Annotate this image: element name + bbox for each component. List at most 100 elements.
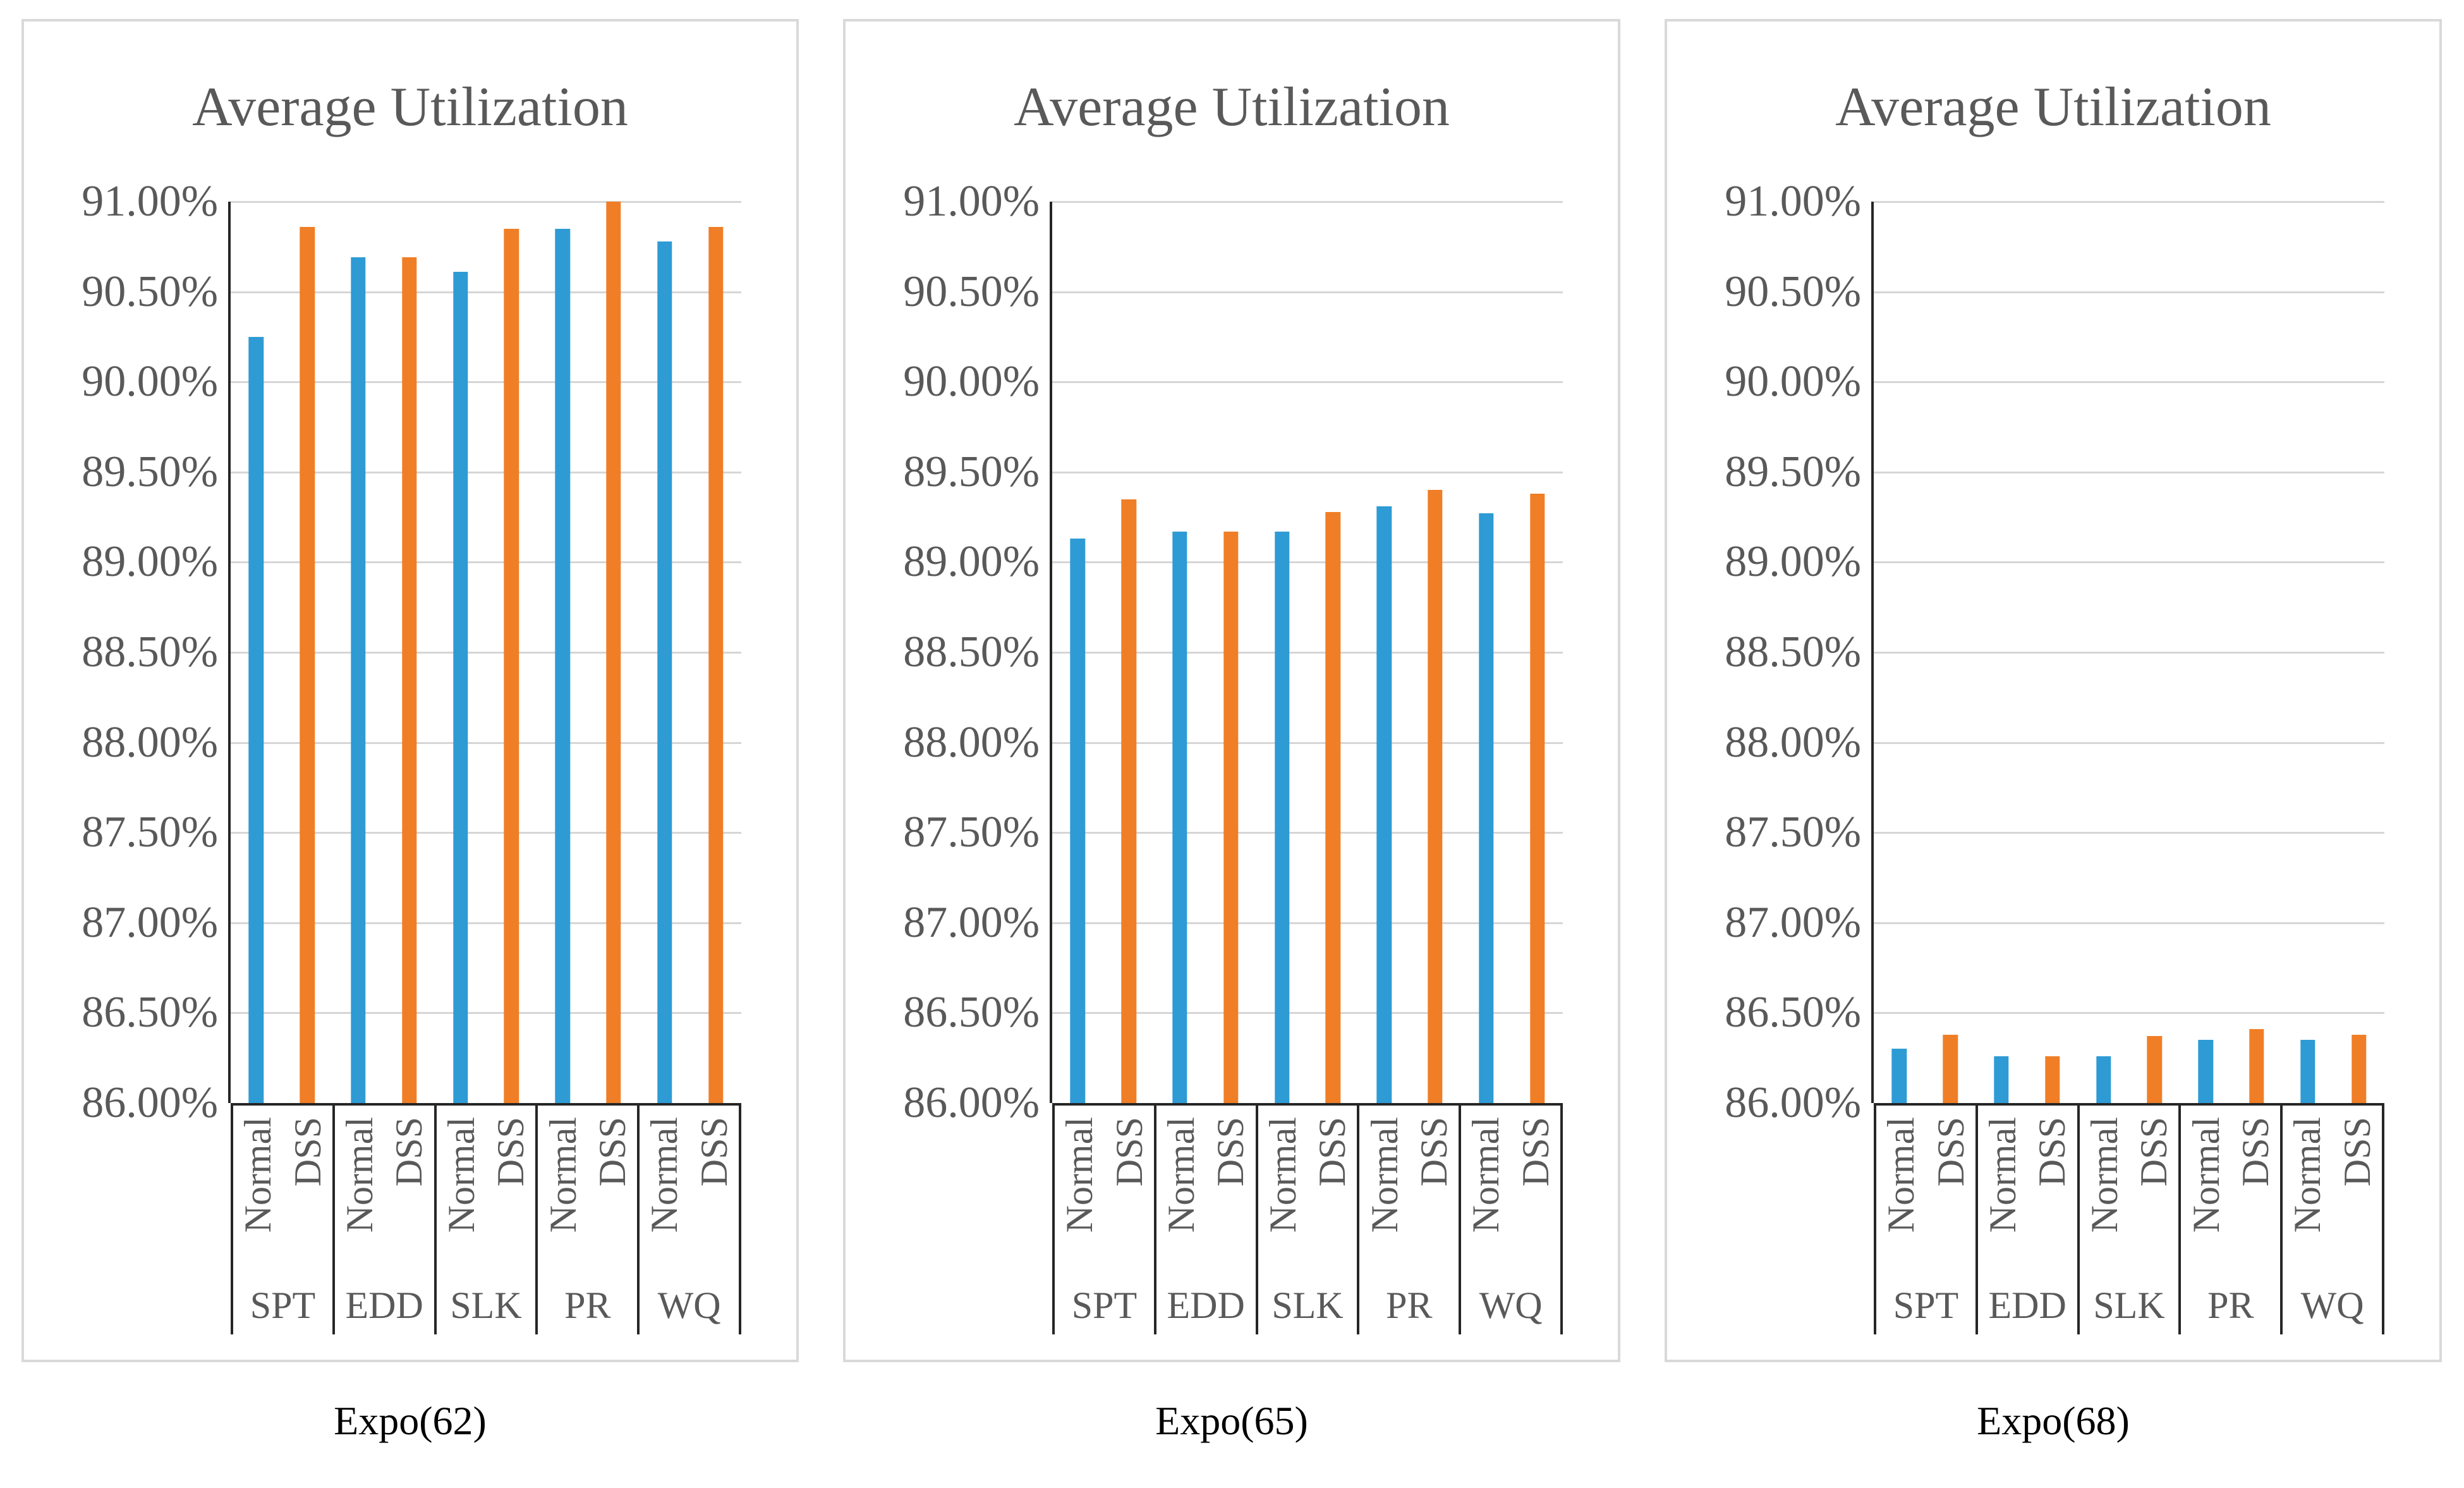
gridline <box>1052 832 1563 834</box>
chart-caption: Expo(65) <box>1155 1398 1308 1443</box>
y-axis: 91.00% 90.50% 90.00% 89.50% 89.00% 88.50% 88.0… <box>846 180 1040 1125</box>
category-label: EDD <box>1167 1284 1245 1326</box>
series-label-row: Normal DSS <box>1055 1106 1154 1271</box>
series-label-slot: DSS <box>1409 1106 1459 1271</box>
y-tick-label: 86.00% <box>1725 1078 1861 1127</box>
series-label-slot: DSS <box>1206 1106 1255 1271</box>
gridline <box>1874 381 2384 384</box>
y-tick-label: 91.00% <box>903 177 1040 226</box>
gridline <box>1874 832 2384 834</box>
bar-slot <box>1205 202 1256 1103</box>
bar-dss-edd <box>402 257 417 1103</box>
y-tick-label: 86.50% <box>903 988 1040 1037</box>
chart-caption: Expo(68) <box>1977 1398 2130 1443</box>
y-axis: 91.00% 90.50% 90.00% 89.50% 89.00% 88.50% 88.0… <box>24 180 218 1125</box>
bar-slot <box>2129 202 2180 1103</box>
gridline <box>231 832 741 834</box>
series-label-slot: DSS <box>2231 1106 2280 1271</box>
y-axis: 91.00% 90.50% 90.00% 89.50% 89.00% 88.50% 88.0… <box>1667 180 1861 1125</box>
series-label-slot: DSS <box>2129 1106 2178 1271</box>
bar-slot <box>384 202 435 1103</box>
gridline <box>231 561 741 564</box>
bar-dss-slk <box>504 228 519 1103</box>
x-axis: Normal DSS SPT Normal DSS EDD Normal DSS SLK Norm… <box>1052 1103 1563 1334</box>
gridline <box>1874 291 2384 293</box>
series-label-slot: Normal <box>1258 1106 1308 1271</box>
y-tick-label: 90.00% <box>903 357 1040 406</box>
x-axis: Normal DSS SPT Normal DSS EDD Normal DSS SLK Norm… <box>1874 1103 2384 1334</box>
chart-panel: Average Utilization 91.00% 90.50% 90.00% 89… <box>21 19 799 1362</box>
category-label: WQ <box>2300 1284 2364 1326</box>
y-tick-label: 90.50% <box>1725 267 1861 316</box>
bar-slot <box>2180 202 2231 1103</box>
bar-slot <box>2027 202 2078 1103</box>
series-label-rotated: DSS <box>388 1117 430 1187</box>
series-label-row: Normal DSS <box>233 1106 332 1271</box>
gridline <box>1052 741 1563 744</box>
bar-group-slk <box>2078 202 2180 1103</box>
chart-title: Average Utilization <box>1014 76 1450 138</box>
bar-slot <box>537 202 588 1103</box>
y-tick-label: 89.50% <box>1725 447 1861 496</box>
series-label-slot: Normal <box>1359 1106 1409 1271</box>
x-group-spt: Normal DSS SPT <box>1052 1106 1154 1334</box>
y-axis-line <box>1871 202 1874 1103</box>
series-label-slot: Normal <box>335 1106 384 1271</box>
gridline <box>1052 922 1563 924</box>
series-label-rotated: DSS <box>1311 1117 1354 1187</box>
bar-slot <box>435 202 486 1103</box>
series-label-row: Normal DSS <box>1978 1106 2077 1271</box>
chart-block-3: Average Utilization 91.00% 90.50% 90.00% 89… <box>1665 19 2442 1488</box>
gridline <box>1052 381 1563 384</box>
x-group-slk: Normal DSS SLK <box>2077 1106 2179 1334</box>
bar-slot <box>2078 202 2129 1103</box>
bar-slot <box>1874 202 1925 1103</box>
bar-slot <box>1359 202 1410 1103</box>
series-label-slot: Normal <box>1055 1106 1104 1271</box>
bar-normal-edd <box>1172 531 1187 1103</box>
chart-caption: Expo(62) <box>334 1398 487 1443</box>
bar-normal-spt <box>1070 539 1086 1103</box>
series-label-slot: Normal <box>2283 1106 2332 1271</box>
y-tick-label: 88.00% <box>82 717 218 767</box>
bar-dss-pr <box>606 202 621 1103</box>
bar-group-edd <box>1155 202 1257 1103</box>
gridline <box>231 381 741 384</box>
series-label-slot: Normal <box>2181 1106 2230 1271</box>
bar-group-wq <box>639 202 741 1103</box>
gridline <box>1874 471 2384 473</box>
bar-normal-wq <box>1479 513 1494 1103</box>
category-label: PR <box>1386 1284 1433 1326</box>
series-label-slot: DSS <box>1511 1106 1560 1271</box>
bar-dss-wq <box>2351 1034 2367 1103</box>
series-label-slot: Normal <box>538 1106 587 1271</box>
series-label-row: Normal DSS <box>1156 1106 1256 1271</box>
series-label-row: Normal DSS <box>335 1106 434 1271</box>
series-label-row: Normal DSS <box>1258 1106 1357 1271</box>
gridline <box>1874 652 2384 654</box>
series-label-slot: Normal <box>1978 1106 2027 1271</box>
y-tick-label: 86.00% <box>903 1078 1040 1127</box>
category-label: PR <box>2207 1284 2254 1326</box>
x-group-edd: Normal DSS EDD <box>1975 1106 2077 1334</box>
bar-dss-slk <box>1325 511 1341 1103</box>
bar-slot <box>1925 202 1976 1103</box>
bar-slot <box>2282 202 2333 1103</box>
series-label-slot: DSS <box>2333 1106 2382 1271</box>
bar-group-edd <box>333 202 435 1103</box>
bar-slot <box>1052 202 1103 1103</box>
series-label-row: Normal DSS <box>2080 1106 2179 1271</box>
bar-dss-spt <box>300 226 315 1103</box>
y-axis-line <box>1050 202 1052 1103</box>
x-group-pr: Normal DSS PR <box>535 1106 637 1334</box>
series-label-slot: DSS <box>282 1106 332 1271</box>
bar-dss-spt <box>1121 499 1136 1103</box>
y-tick-label: 89.00% <box>1725 537 1861 587</box>
chart-block-1: Average Utilization 91.00% 90.50% 90.00% 89… <box>21 19 799 1488</box>
series-label-rotated: DSS <box>1108 1117 1150 1187</box>
bar-dss-edd <box>2045 1056 2060 1103</box>
bar-slot <box>333 202 384 1103</box>
bar-slot <box>1460 202 1512 1103</box>
y-tick-label: 86.50% <box>1725 988 1861 1037</box>
category-label: WQ <box>1479 1284 1543 1326</box>
